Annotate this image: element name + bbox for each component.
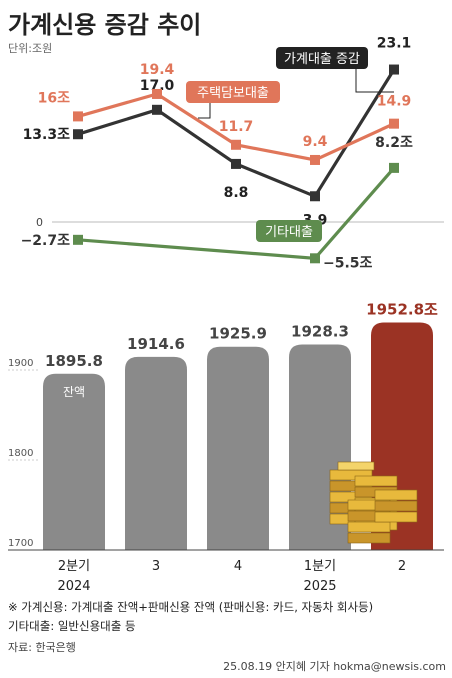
series-1-point-4 <box>310 191 320 202</box>
source-label: 자료: 한국은행 <box>8 641 76 654</box>
callout-leader-2 <box>198 103 211 119</box>
series-1-point-1 <box>73 129 83 140</box>
series-2-label-5: 14.9 <box>377 94 412 110</box>
bar-value-label-1: 1895.8 <box>45 352 103 370</box>
y-tick-label-3: 1700 <box>8 538 33 549</box>
x-tick-year-4: 2025 <box>303 579 336 594</box>
series-3-label-1: −2.7조 <box>21 233 71 249</box>
bar-value-label-3: 1925.9 <box>209 325 267 343</box>
series-2-label-4: 9.4 <box>303 134 328 150</box>
series-1-label-1: 13.3조 <box>23 127 71 143</box>
series-1-label-5: 23.1 <box>377 36 412 52</box>
unit-label: 단위:조원 <box>8 42 52 55</box>
gold-bar-4-3 <box>374 511 418 523</box>
x-tick-label-5: 2 <box>398 559 406 574</box>
credit-label: 25.08.19 안지혜 기자 hokma@newsis.com <box>223 660 446 673</box>
legend-label-2: 주택담보대출 <box>197 86 269 101</box>
series-3-point-4 <box>310 253 320 264</box>
zero-label: 0 <box>36 216 43 229</box>
bar-inner-label: 잔액 <box>63 385 85 399</box>
series-2-point-4 <box>310 154 320 165</box>
gold-bar-4-1 <box>374 489 418 501</box>
series-2-point-3 <box>231 139 241 150</box>
legend-label-1: 가계대출 증감 <box>284 52 360 67</box>
chart-title: 가계신용 증감 추이 <box>8 11 201 39</box>
y-tick-label-1: 1900 <box>8 358 33 369</box>
x-tick-label-3: 4 <box>234 559 242 574</box>
x-tick-year-1: 2024 <box>57 579 90 594</box>
legend-box-1 <box>276 47 368 69</box>
series-1-label-2: 17.0 <box>140 78 175 94</box>
series-2-point-2 <box>152 88 162 99</box>
callout-leader-1 <box>355 69 394 93</box>
legend-box-2 <box>186 81 280 103</box>
series-2-label-2: 19.4 <box>140 62 175 78</box>
gold-bar-3-3 <box>347 521 391 533</box>
bar-value-label-5: 1952.8조 <box>366 300 438 318</box>
series-2-label-3: 11.7 <box>219 119 254 135</box>
gold-bar-3-4 <box>347 532 391 544</box>
series-line-3 <box>77 166 396 260</box>
series-3-point-1 <box>73 234 83 245</box>
y-tick-label-2: 1800 <box>8 448 33 459</box>
series-2-point-5 <box>389 118 399 129</box>
legend-label-3: 기타대출 <box>265 225 313 240</box>
bar-value-label-4: 1928.3 <box>291 323 349 341</box>
series-1-point-2 <box>152 104 162 115</box>
gold-bars-illustration <box>329 461 418 544</box>
note-line-1: ※ 가계신용: 가계대출 잔액+판매신용 잔액 (판매신용: 카드, 자동차 회… <box>8 600 373 614</box>
x-tick-label-4: 1분기 <box>304 559 336 574</box>
x-tick-label-2: 3 <box>152 559 160 574</box>
series-3-label-5: 8.2조 <box>375 135 413 151</box>
note-line-2: 기타대출: 일반신용대출 등 <box>8 619 136 633</box>
series-2-point-1 <box>73 111 83 122</box>
gold-bar-2-1 <box>354 475 398 487</box>
bar-1 <box>43 373 105 550</box>
series-1-point-5 <box>389 64 399 75</box>
gold-bar-top <box>337 461 375 471</box>
series-1-label-3: 8.8 <box>224 185 249 201</box>
bar-value-label-2: 1914.6 <box>127 335 185 353</box>
bar-3 <box>207 346 269 550</box>
bar-2 <box>125 356 187 550</box>
gold-bar-4-2 <box>374 500 418 512</box>
series-3-point-5 <box>389 162 399 173</box>
series-3-label-4: −5.5조 <box>323 255 373 271</box>
series-1-point-3 <box>231 158 241 169</box>
x-tick-label-1: 2분기 <box>58 559 90 574</box>
legend-box-3 <box>256 220 322 242</box>
series-2-label-1: 16조 <box>38 90 70 106</box>
